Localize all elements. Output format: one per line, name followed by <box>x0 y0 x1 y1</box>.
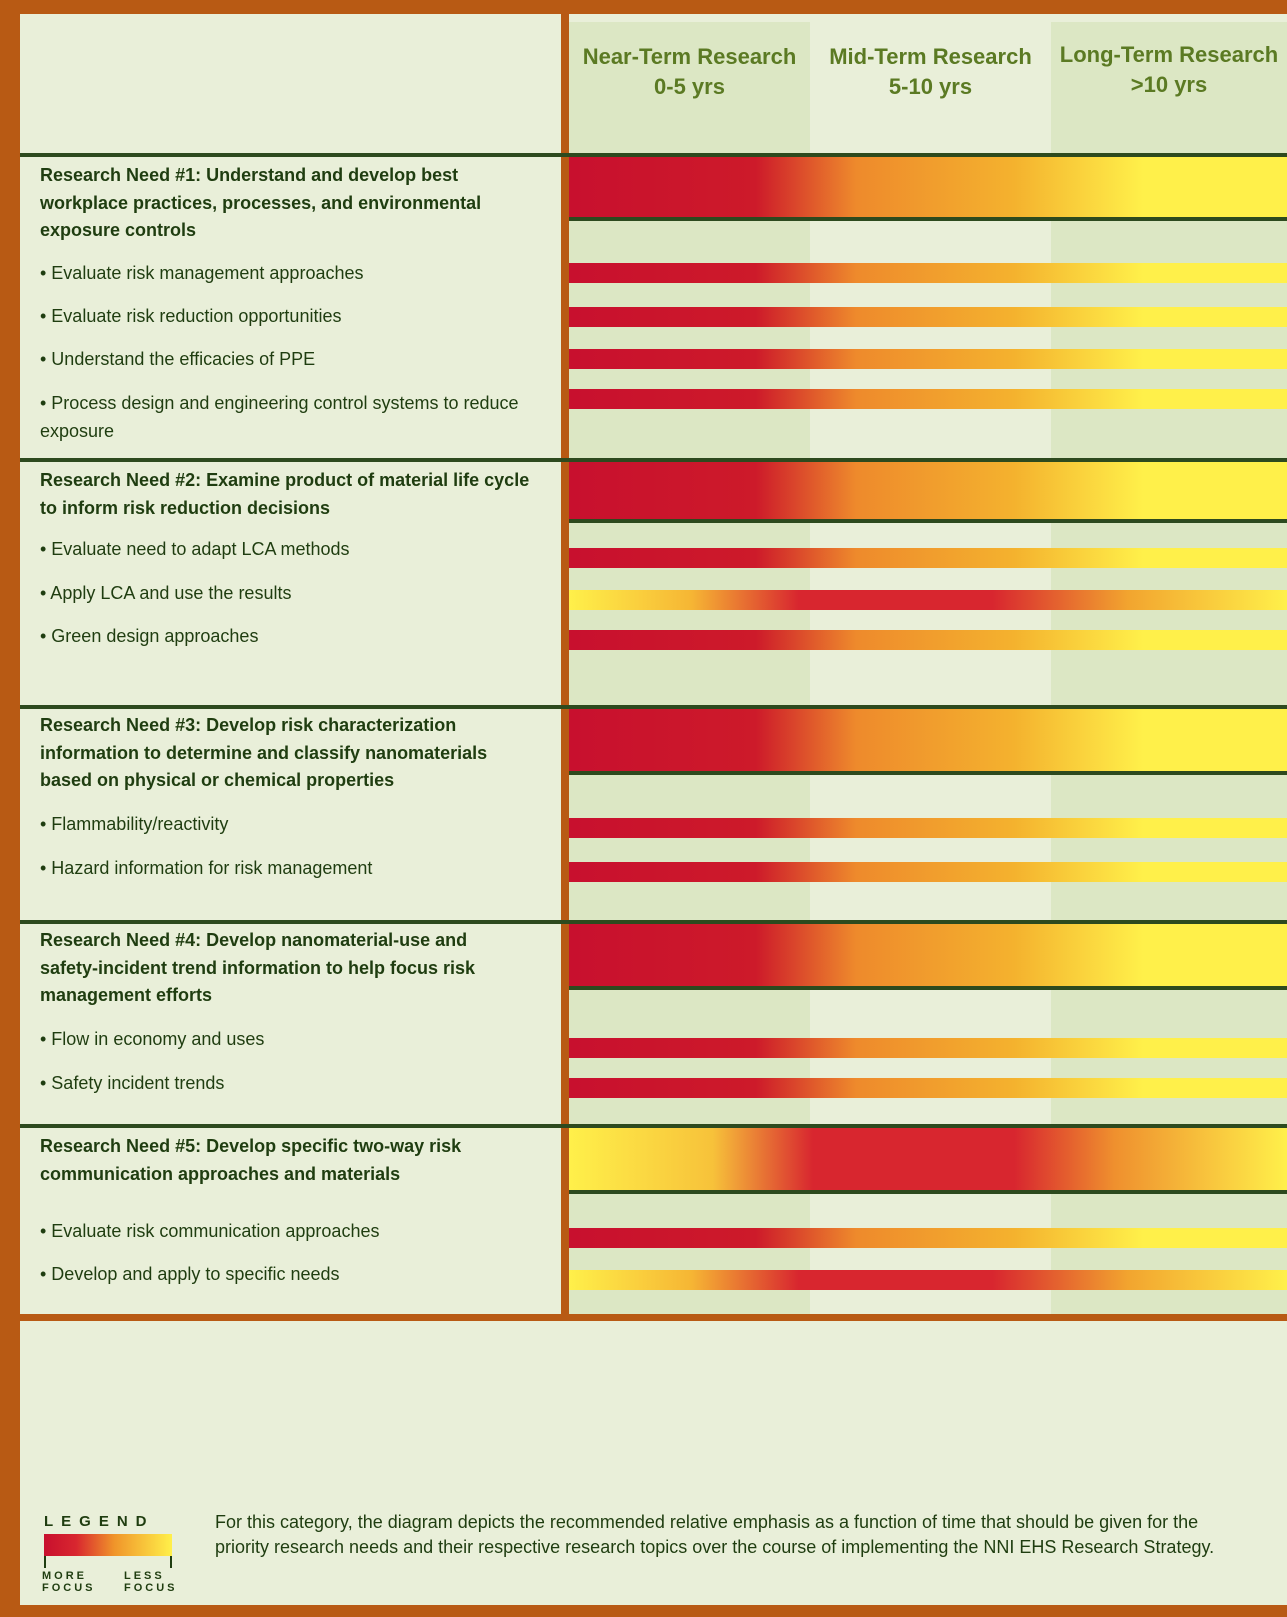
long-term-band <box>1051 22 1287 1318</box>
need-1-topic-1: • Evaluate risk management approaches <box>40 263 364 283</box>
need-1-topic-3: • Understand the efficacies of PPE <box>40 349 316 369</box>
need-4-topic-2: • Safety incident trends <box>40 1073 225 1093</box>
divider-3 <box>20 705 1287 709</box>
need-5-title: Research Need #5: Develop specific two-w… <box>40 1136 462 1184</box>
legend-title: LEGEND <box>44 1513 155 1530</box>
need-1-bar <box>569 157 1287 217</box>
divider-2 <box>20 458 1287 462</box>
divider-4 <box>20 920 1287 924</box>
legend-more-focus: MORE FOCUS <box>42 1570 96 1594</box>
need-1-topic-4-strip <box>569 389 1287 409</box>
need-5-bar-edge <box>569 1190 1287 1194</box>
need-5-topic-2: • Develop and apply to specific needs <box>40 1264 340 1284</box>
need-4-topic-1-strip <box>569 1038 1287 1058</box>
need-5-topic-1: • Evaluate risk communication approaches <box>40 1221 380 1241</box>
column-range: 5-10 yrs <box>888 74 973 99</box>
need-5-topic-1-strip <box>569 1228 1287 1248</box>
frame-top <box>0 0 1287 14</box>
need-2-topic-1-strip <box>569 548 1287 568</box>
column-header-near-term: Near-Term Research 0-5 yrs <box>569 42 810 102</box>
need-2-topic-1: • Evaluate need to adapt LCA methods <box>40 539 350 559</box>
frame-bottom <box>0 1605 1287 1617</box>
column-header-long-term: Long-Term Research >10 yrs <box>1051 40 1287 100</box>
need-3-topic-2: • Hazard information for risk management <box>40 858 373 878</box>
column-title: Near-Term Research <box>582 44 797 69</box>
column-range: >10 yrs <box>1130 72 1208 97</box>
legend-gradient-bar <box>44 1534 172 1556</box>
need-4-bar-edge <box>569 986 1287 990</box>
need-1-title: Research Need #1: Understand and develop… <box>40 165 482 240</box>
need-2-topic-2: • Apply LCA and use the results <box>40 583 292 603</box>
need-2-bar-edge <box>569 519 1287 523</box>
need-3-topic-1-strip <box>569 818 1287 838</box>
need-2-topic-3-strip <box>569 630 1287 650</box>
need-1-topic-2-strip <box>569 307 1287 327</box>
divider-5 <box>20 1124 1287 1128</box>
column-title: Long-Term Research <box>1059 42 1279 67</box>
need-1-topic-1-strip <box>569 263 1287 283</box>
need-2-bar <box>569 462 1287 519</box>
need-3-bar <box>569 709 1287 771</box>
need-4-title: Research Need #4: Develop nanomaterial-u… <box>40 930 476 1005</box>
need-1-topic-2: • Evaluate risk reduction opportunities <box>40 306 342 326</box>
need-3-topic-2-strip <box>569 862 1287 882</box>
need-1-bar-edge <box>569 217 1287 221</box>
mid-term-band <box>810 22 1051 1318</box>
frame-column-divider <box>561 14 569 1318</box>
need-4-bar <box>569 924 1287 986</box>
need-2-topic-2-strip <box>569 590 1287 610</box>
legend-tick-more <box>44 1556 46 1568</box>
legend-less-focus: LESS FOCUS <box>124 1570 178 1594</box>
legend-tick-less <box>170 1556 172 1568</box>
column-header-mid-term: Mid-Term Research 5-10 yrs <box>810 42 1051 102</box>
need-2-topic-3: • Green design approaches <box>40 626 259 646</box>
need-1-topic-4: • Process design and engineering control… <box>40 393 519 441</box>
need-3-bar-edge <box>569 771 1287 775</box>
need-3-topic-1: • Flammability/reactivity <box>40 814 229 834</box>
need-2-title: Research Need #2: Examine product of mat… <box>40 470 530 518</box>
column-title: Mid-Term Research <box>829 44 1032 69</box>
need-1-topic-3-strip <box>569 349 1287 369</box>
frame-table-bottom <box>20 1314 1287 1321</box>
need-3-title: Research Need #3: Develop risk character… <box>40 715 488 790</box>
need-4-topic-2-strip <box>569 1078 1287 1098</box>
need-4-topic-1: • Flow in economy and uses <box>40 1029 265 1049</box>
frame-left <box>0 0 20 1617</box>
divider-1 <box>20 153 1287 157</box>
need-5-bar <box>569 1128 1287 1190</box>
legend-note: For this category, the diagram depicts t… <box>215 1512 1215 1557</box>
need-5-topic-2-strip <box>569 1270 1287 1290</box>
column-range: 0-5 yrs <box>654 74 725 99</box>
near-term-band <box>569 22 810 1318</box>
